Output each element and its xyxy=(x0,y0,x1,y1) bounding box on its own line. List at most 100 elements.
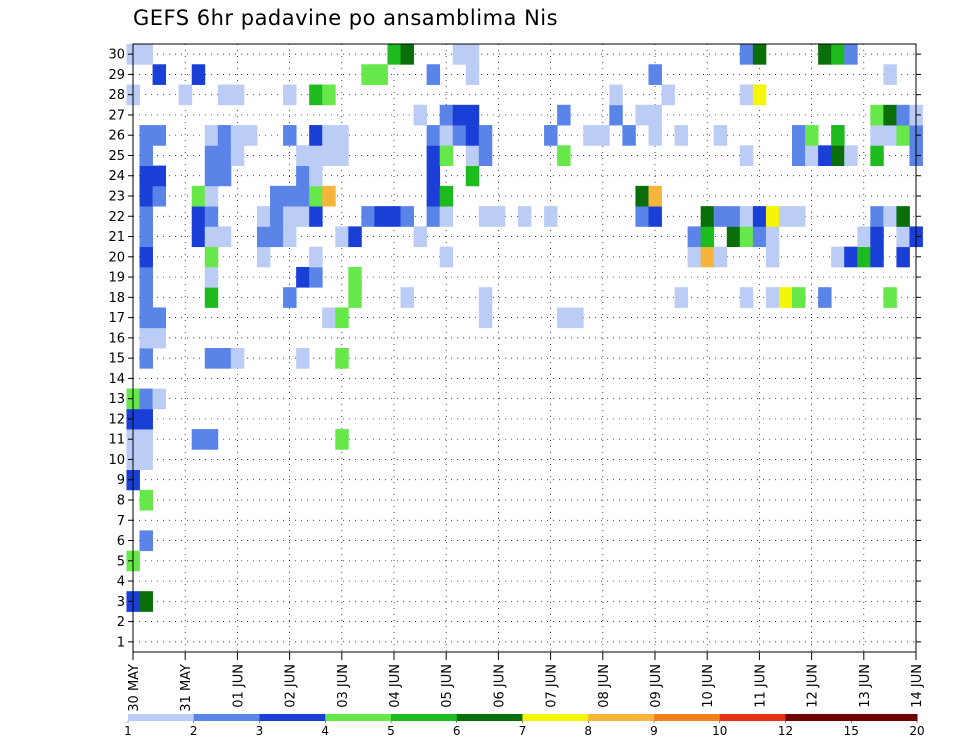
heatmap-cell xyxy=(609,104,623,126)
heatmap-cell xyxy=(648,104,662,126)
heatmap-cell xyxy=(818,145,832,166)
heatmap-cell xyxy=(752,44,767,65)
heatmap-cell xyxy=(439,145,454,166)
heatmap-cell xyxy=(883,125,897,146)
y-tick-label: 17 xyxy=(108,311,125,326)
heatmap-cell xyxy=(674,287,689,308)
heatmap-cell xyxy=(765,226,780,248)
heatmap-cell xyxy=(439,125,454,146)
heatmap-cell xyxy=(752,84,767,106)
heatmap-cell xyxy=(713,246,728,268)
heatmap-cell xyxy=(557,307,571,329)
heatmap-cell xyxy=(648,206,662,227)
heatmap-cell xyxy=(426,64,441,85)
heatmap-cell xyxy=(739,84,754,106)
heatmap-cell xyxy=(139,530,153,552)
heatmap-cell xyxy=(609,84,623,106)
heatmap-cell xyxy=(296,348,310,369)
heatmap-cell xyxy=(348,226,362,248)
heatmap-cell xyxy=(296,266,310,288)
heatmap-cell xyxy=(387,206,401,227)
heatmap-cell xyxy=(778,206,793,227)
heatmap-cell xyxy=(544,125,558,146)
heatmap-cell xyxy=(583,125,597,146)
y-tick-label: 2 xyxy=(117,615,125,630)
heatmap-cell xyxy=(478,145,493,166)
heatmap-cell xyxy=(309,266,323,288)
heatmap-cell xyxy=(335,145,349,166)
heatmap-cell xyxy=(818,44,832,65)
heatmap-cell xyxy=(648,125,662,146)
heatmap-cell xyxy=(726,226,741,248)
heatmap-cell xyxy=(426,206,441,227)
heatmap-cell xyxy=(256,226,271,248)
x-tick-label: 03 JUN xyxy=(336,664,351,708)
heatmap-cell xyxy=(139,327,153,349)
heatmap-cell xyxy=(870,206,884,227)
heatmap-cell xyxy=(217,348,232,369)
y-tick-label: 9 xyxy=(117,473,125,488)
heatmap-cell xyxy=(152,307,167,329)
y-tick-label: 3 xyxy=(117,595,125,610)
chart-title: GEFS 6hr padavine po ansamblima Nis xyxy=(133,6,559,30)
heatmap-cell xyxy=(387,44,401,65)
heatmap-cell xyxy=(139,206,153,227)
heatmap-cell xyxy=(883,64,897,85)
heatmap-cell xyxy=(844,246,858,268)
heatmap-cell xyxy=(335,429,349,450)
heatmap-cell xyxy=(178,84,193,106)
heatmap-cell xyxy=(335,348,349,369)
heatmap-cell xyxy=(687,246,702,268)
y-tick-label: 25 xyxy=(108,149,125,164)
heatmap-cell xyxy=(426,165,441,187)
x-tick-label: 14 JUN xyxy=(910,664,925,708)
heatmap-cell xyxy=(204,145,219,166)
heatmap-cell xyxy=(139,307,153,329)
heatmap-cell xyxy=(217,145,232,166)
heatmap-cell xyxy=(765,246,780,268)
heatmap-cell xyxy=(713,206,728,227)
heatmap-cell xyxy=(322,125,336,146)
heatmap-cell xyxy=(139,388,153,410)
legend-label: 4 xyxy=(321,724,329,738)
heatmap-cell xyxy=(465,104,480,126)
heatmap-cell xyxy=(322,145,336,166)
heatmap-cell xyxy=(204,348,219,369)
y-tick-label: 8 xyxy=(117,494,125,509)
legend-swatch xyxy=(325,714,392,721)
y-tick-label: 6 xyxy=(117,534,125,549)
heatmap-cell xyxy=(296,145,310,166)
legend-swatch xyxy=(391,714,458,721)
heatmap-cell xyxy=(191,185,206,207)
heatmap-cell xyxy=(309,185,323,207)
y-tick-label: 23 xyxy=(108,190,125,205)
heatmap-cell xyxy=(348,266,362,288)
heatmap-cell xyxy=(700,206,715,227)
heatmap-cell xyxy=(426,185,441,207)
legend-label: 15 xyxy=(844,724,859,738)
heatmap-cell xyxy=(152,125,167,146)
heatmap-cell xyxy=(648,64,662,85)
heatmap-cell xyxy=(230,125,245,146)
heatmap-cell xyxy=(883,104,897,126)
heatmap-cell xyxy=(635,185,649,207)
y-tick-label: 16 xyxy=(108,331,125,346)
y-tick-label: 10 xyxy=(108,453,125,468)
heatmap-cell xyxy=(283,185,297,207)
heatmap-cell xyxy=(230,84,245,106)
heatmap-cell xyxy=(792,287,806,308)
heatmap-cell xyxy=(139,449,153,470)
x-tick-label: 04 JUN xyxy=(388,664,403,708)
x-tick-label: 10 JUN xyxy=(701,664,716,708)
legend-label: 20 xyxy=(909,724,924,738)
heatmap-cell xyxy=(465,44,480,65)
heatmap-cell xyxy=(283,125,297,146)
heatmap-cell xyxy=(283,226,297,248)
heatmap-cell xyxy=(739,226,754,248)
heatmap-cell xyxy=(896,226,910,248)
heatmap-cell xyxy=(831,125,845,146)
heatmap-cell xyxy=(426,145,441,166)
heatmap-cell xyxy=(465,64,480,85)
heatmap-cell xyxy=(700,226,715,248)
y-tick-label: 26 xyxy=(108,129,125,144)
